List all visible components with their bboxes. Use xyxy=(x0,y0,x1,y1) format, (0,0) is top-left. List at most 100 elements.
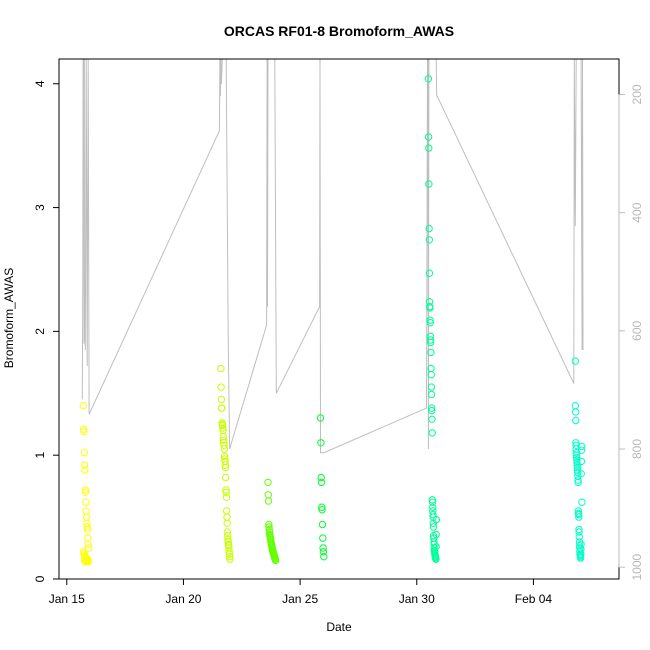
data-point xyxy=(220,445,229,453)
x-tick-label: Jan 15 xyxy=(49,592,85,606)
data-point xyxy=(318,520,327,529)
data-point xyxy=(432,515,441,524)
data-point xyxy=(319,548,328,556)
data-point xyxy=(427,338,435,347)
data-point xyxy=(317,439,325,447)
data-point xyxy=(81,466,89,474)
data-point xyxy=(225,548,233,556)
data-point xyxy=(428,406,436,415)
data-point xyxy=(573,454,581,462)
plot-frame xyxy=(58,58,620,580)
data-point xyxy=(84,534,92,542)
data-point xyxy=(573,463,582,472)
data-point xyxy=(428,415,436,423)
data-point xyxy=(426,304,434,312)
data-point xyxy=(317,473,325,482)
data-point xyxy=(432,530,440,539)
x-tick-label: Jan 20 xyxy=(165,592,201,606)
data-point xyxy=(264,491,272,499)
pressure-line xyxy=(81,58,584,454)
data-point xyxy=(318,503,326,511)
data-point xyxy=(573,456,581,464)
data-point xyxy=(81,486,90,494)
data-point xyxy=(426,316,434,324)
data-point xyxy=(577,446,586,454)
data-point xyxy=(426,319,434,327)
data-point xyxy=(426,336,435,344)
data-point xyxy=(425,224,433,233)
y-tick-label: 3 xyxy=(33,204,47,211)
data-point xyxy=(79,402,88,410)
data-point xyxy=(425,236,433,244)
data-point xyxy=(576,554,585,562)
data-point xyxy=(574,478,582,487)
data-point xyxy=(82,507,90,515)
data-point xyxy=(578,442,586,451)
data-point xyxy=(424,133,433,141)
data-point xyxy=(316,414,325,422)
y-axis-right: 200 400 600 800 1000 xyxy=(618,84,644,581)
data-point xyxy=(220,452,229,461)
data-point xyxy=(226,555,234,563)
y-tick-label: 4 xyxy=(33,80,47,87)
data-point xyxy=(571,402,580,410)
x-axis: Jan 15 Jan 20 Jan 25 Jan 30 Feb 04 xyxy=(49,578,552,606)
data-point xyxy=(578,498,586,506)
y2-tick-label: 800 xyxy=(630,439,644,459)
data-point xyxy=(217,364,225,373)
data-point xyxy=(80,461,89,469)
y-axis-label: Bromoform_AWAS xyxy=(2,268,16,368)
data-point xyxy=(222,493,231,501)
data-point xyxy=(265,523,273,531)
data-point xyxy=(577,550,585,558)
y2-tick-label: 1000 xyxy=(630,554,644,581)
x-tick-label: Jan 30 xyxy=(399,592,435,606)
data-point xyxy=(264,497,273,505)
data-point xyxy=(265,520,273,529)
data-point xyxy=(432,543,440,551)
data-point xyxy=(572,416,580,425)
data-point xyxy=(220,441,228,449)
data-point xyxy=(223,519,231,527)
data-point xyxy=(217,395,226,404)
data-point xyxy=(427,383,436,391)
data-point xyxy=(219,424,227,432)
data-point xyxy=(318,506,326,514)
data-point xyxy=(427,348,435,357)
data-point xyxy=(319,544,327,552)
data-point xyxy=(428,498,437,506)
data-point xyxy=(271,556,280,565)
data-point xyxy=(82,513,91,521)
y-tick-label: 2 xyxy=(33,328,47,335)
data-point xyxy=(577,545,585,553)
data-point xyxy=(575,528,583,536)
data-point xyxy=(577,540,585,548)
data-point xyxy=(574,476,582,484)
data-point xyxy=(427,390,436,399)
data-point xyxy=(577,470,585,478)
data-point xyxy=(575,510,583,519)
y2-tick-label: 200 xyxy=(630,84,644,104)
data-point xyxy=(425,144,433,152)
pressure-trace xyxy=(81,58,584,454)
data-point xyxy=(221,463,230,472)
data-point xyxy=(573,461,581,469)
data-point xyxy=(225,553,234,561)
data-point xyxy=(429,510,437,519)
data-point xyxy=(424,75,433,83)
data-point xyxy=(83,525,92,534)
data-point xyxy=(84,544,93,552)
y2-tick-label: 600 xyxy=(630,320,644,340)
data-point xyxy=(574,468,582,477)
data-point xyxy=(218,421,227,430)
data-point xyxy=(572,441,580,449)
data-point xyxy=(572,451,581,459)
data-point xyxy=(222,488,230,496)
data-point xyxy=(429,503,437,511)
data-point xyxy=(84,558,93,566)
data-point xyxy=(222,473,230,482)
data-point xyxy=(264,478,272,487)
data-point xyxy=(432,555,440,563)
data-point xyxy=(221,461,230,469)
